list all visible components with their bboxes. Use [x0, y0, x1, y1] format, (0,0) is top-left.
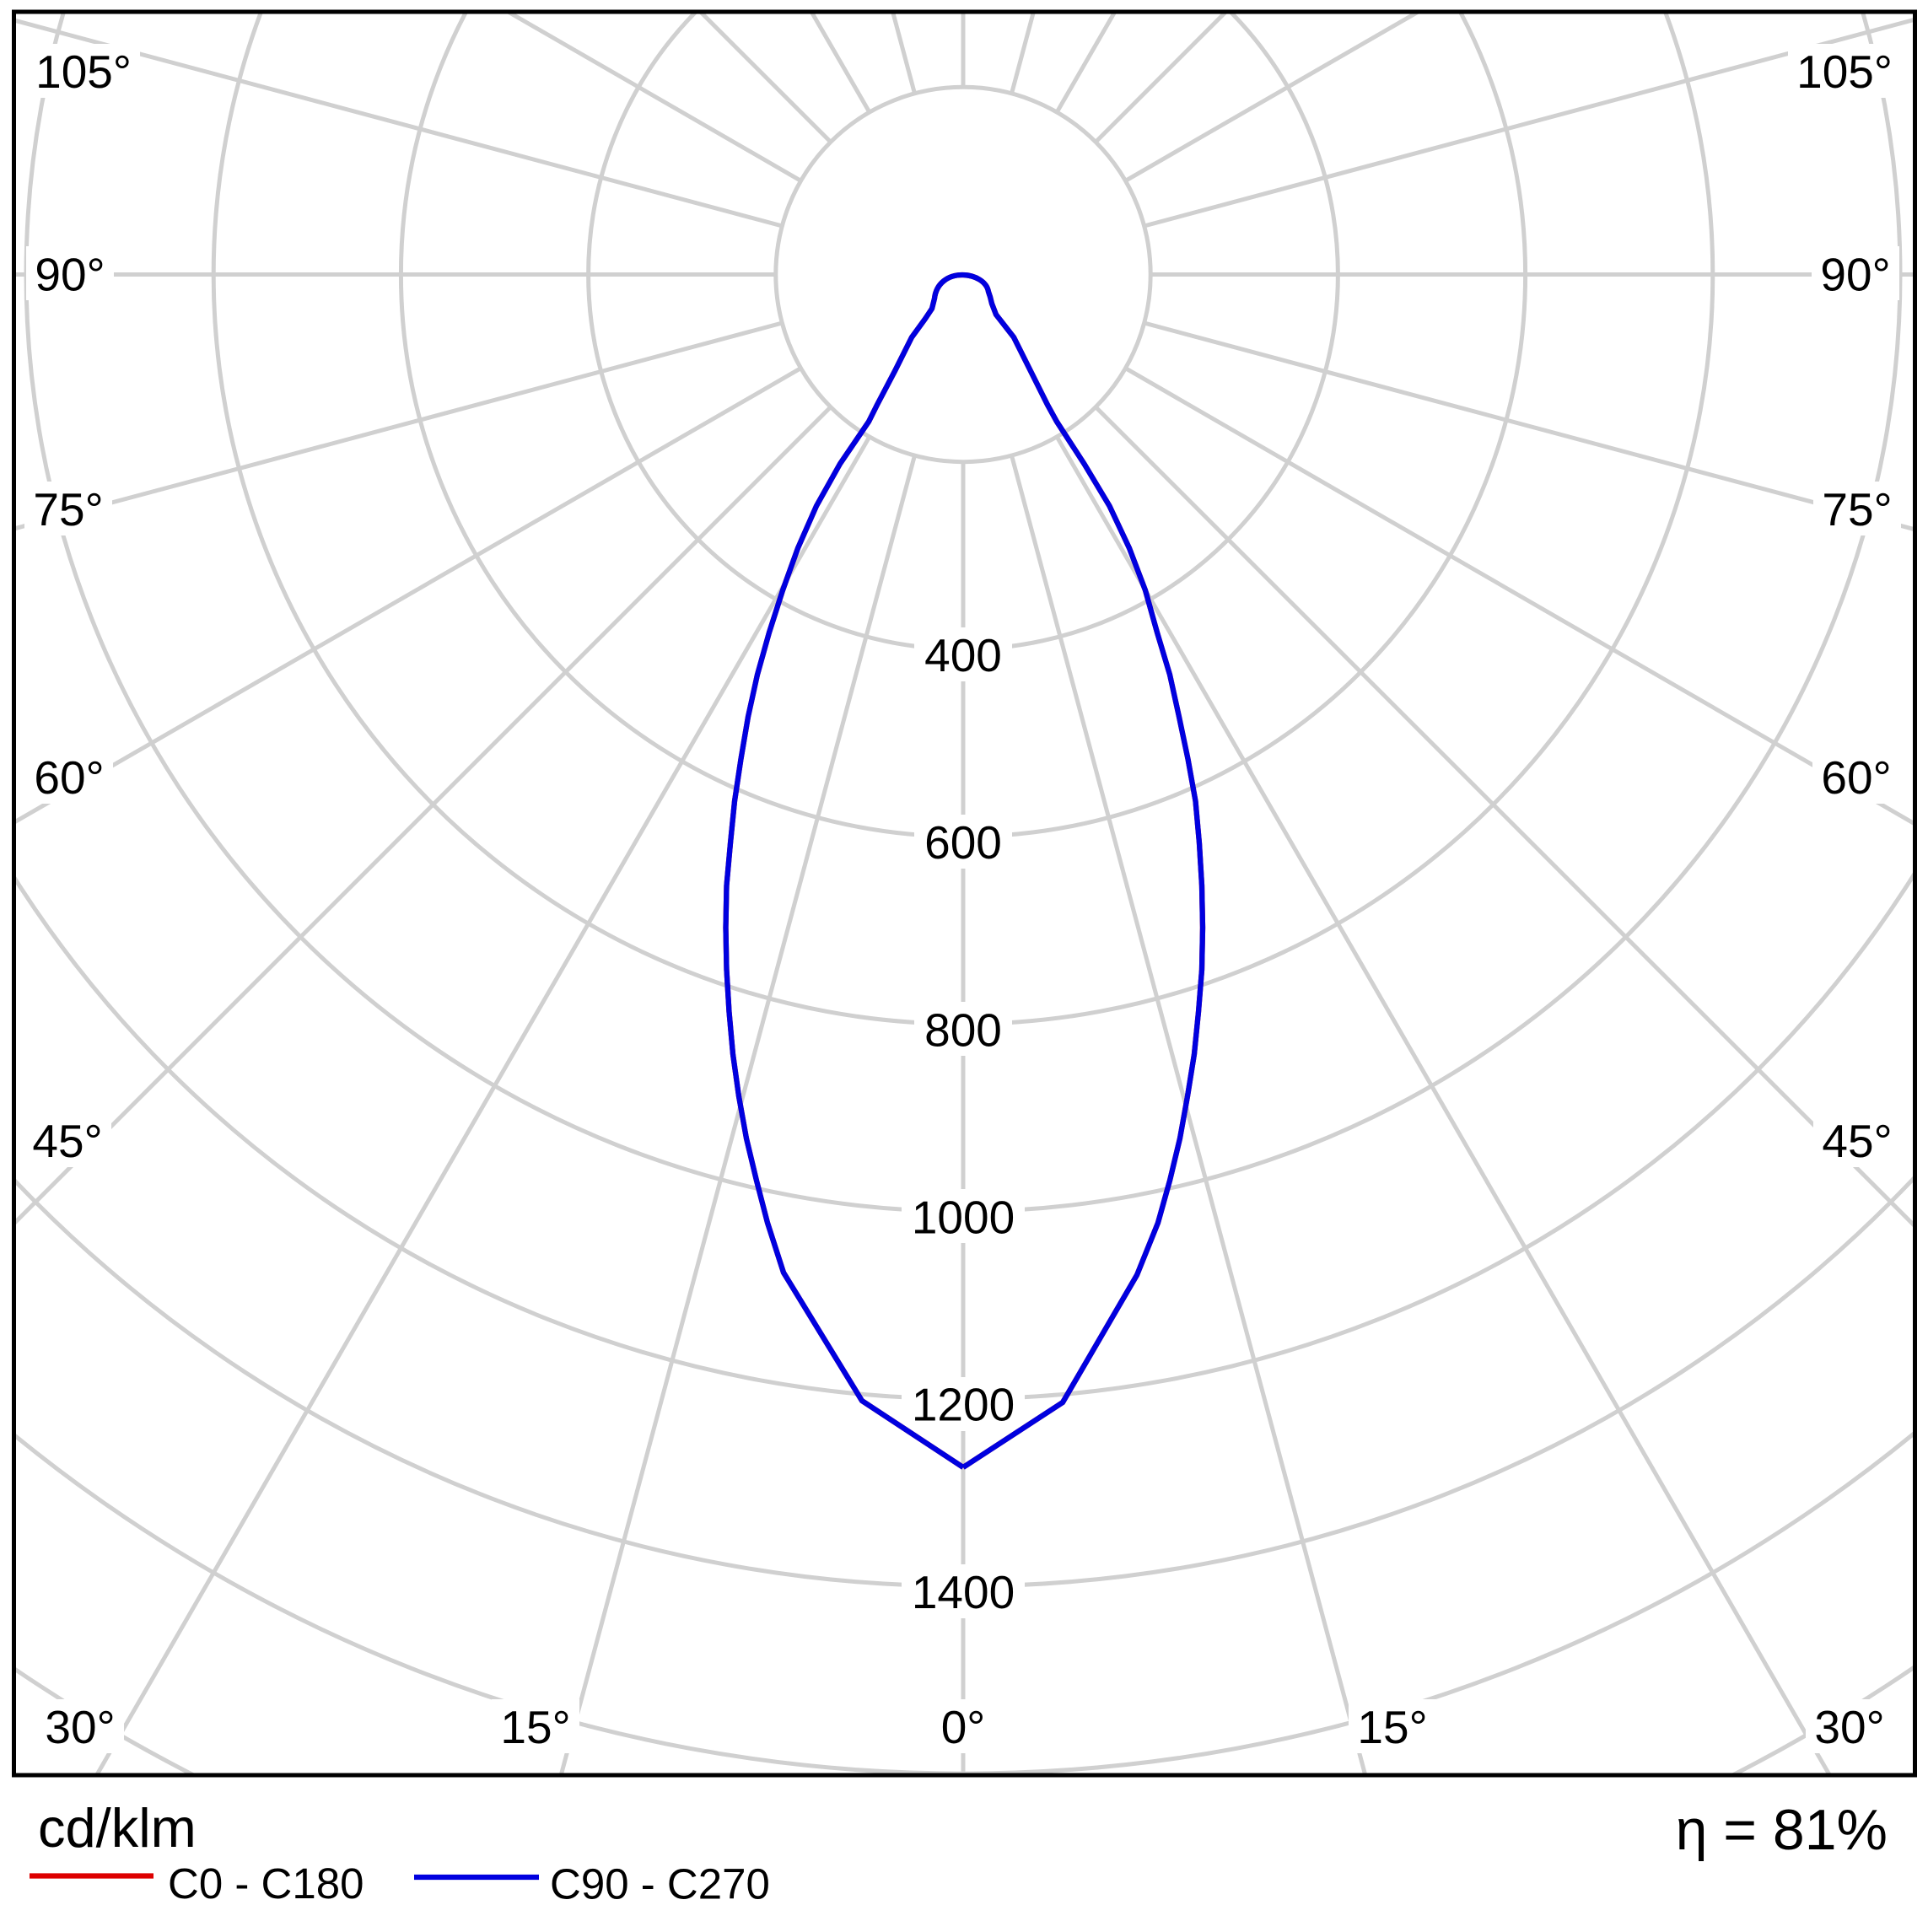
svg-text:1200: 1200 — [912, 1379, 1015, 1431]
svg-text:90°: 90° — [1820, 249, 1890, 301]
svg-text:800: 800 — [924, 1004, 1002, 1056]
svg-text:15°: 15° — [500, 1701, 570, 1753]
svg-text:C90 - C270: C90 - C270 — [550, 1860, 770, 1908]
svg-text:90°: 90° — [35, 249, 105, 301]
svg-text:60°: 60° — [34, 751, 104, 804]
svg-text:30°: 30° — [45, 1701, 115, 1753]
svg-text:105°: 105° — [1796, 46, 1893, 98]
svg-text:1400: 1400 — [912, 1566, 1015, 1618]
svg-text:η = 81%: η = 81% — [1676, 1798, 1888, 1862]
svg-text:1000: 1000 — [912, 1192, 1015, 1244]
svg-text:cd/klm: cd/klm — [38, 1797, 197, 1859]
svg-text:0°: 0° — [941, 1701, 986, 1753]
svg-text:45°: 45° — [1822, 1115, 1892, 1167]
svg-text:75°: 75° — [1822, 483, 1892, 535]
svg-text:600: 600 — [924, 816, 1002, 869]
svg-text:15°: 15° — [1357, 1701, 1427, 1753]
svg-text:30°: 30° — [1814, 1701, 1884, 1753]
svg-text:45°: 45° — [32, 1115, 102, 1167]
svg-text:400: 400 — [924, 629, 1002, 681]
svg-text:C0 - C180: C0 - C180 — [168, 1859, 364, 1908]
svg-text:75°: 75° — [33, 483, 103, 535]
svg-text:60°: 60° — [1821, 751, 1891, 804]
svg-text:105°: 105° — [35, 46, 132, 98]
